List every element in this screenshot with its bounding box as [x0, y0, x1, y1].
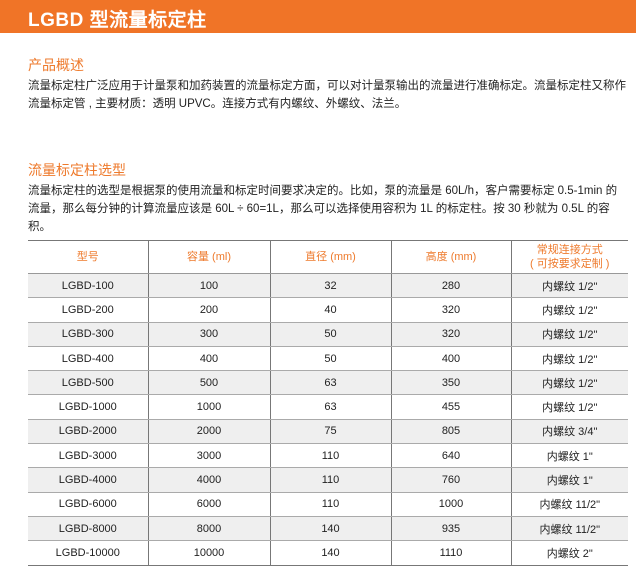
header-model: 型号: [28, 240, 148, 274]
cell-connection: 内螺纹 1/2": [510, 273, 628, 299]
cell-model: LGBD-10000: [28, 540, 148, 566]
cell-model: LGBD-200: [28, 297, 148, 323]
table-row: LGBD-500 500 63 350 内螺纹 1/2": [28, 370, 628, 396]
header-connection: 常规连接方式 ( 可按要求定制 ): [510, 240, 628, 274]
cell-capacity: 3000: [147, 443, 270, 469]
cell-connection: 内螺纹 11/2": [510, 516, 628, 542]
cell-height: 1110: [390, 540, 511, 566]
cell-model: LGBD-300: [28, 322, 148, 347]
cell-capacity: 4000: [147, 467, 270, 493]
cell-height: 280: [390, 273, 511, 299]
table-row: LGBD-6000 6000 110 1000 内螺纹 11/2": [28, 492, 628, 517]
table-row: LGBD-100 100 32 280 内螺纹 1/2": [28, 273, 628, 299]
cell-height: 320: [390, 322, 511, 347]
spec-table: 型号 容量 (ml) 直径 (mm) 高度 (mm) 常规连接方式 ( 可按要求定…: [28, 240, 628, 566]
cell-height: 935: [390, 516, 511, 542]
overview-title: 产品概述: [28, 57, 84, 73]
table-row: LGBD-8000 8000 140 935 内螺纹 11/2": [28, 516, 628, 542]
cell-capacity: 200: [147, 297, 270, 323]
header-capacity: 容量 (ml): [147, 240, 270, 274]
cell-connection: 内螺纹 2": [510, 540, 628, 566]
table-row: LGBD-3000 3000 110 640 内螺纹 1": [28, 443, 628, 469]
cell-diameter: 110: [269, 443, 391, 469]
cell-diameter: 40: [269, 297, 391, 323]
cell-capacity: 400: [147, 346, 270, 372]
table-row: LGBD-300 300 50 320 内螺纹 1/2": [28, 322, 628, 347]
cell-height: 1000: [390, 492, 511, 517]
table-row: LGBD-1000 1000 63 455 内螺纹 1/2": [28, 394, 628, 420]
cell-model: LGBD-1000: [28, 394, 148, 420]
table-row: LGBD-200 200 40 320 内螺纹 1/2": [28, 297, 628, 323]
cell-capacity: 100: [147, 273, 270, 299]
cell-diameter: 140: [269, 516, 391, 542]
cell-capacity: 2000: [147, 419, 270, 445]
cell-diameter: 140: [269, 540, 391, 566]
cell-height: 760: [390, 467, 511, 493]
cell-connection: 内螺纹 1": [510, 467, 628, 493]
cell-diameter: 110: [269, 492, 391, 517]
table-row: LGBD-400 400 50 400 内螺纹 1/2": [28, 346, 628, 372]
cell-connection: 内螺纹 3/4": [510, 419, 628, 445]
cell-height: 320: [390, 297, 511, 323]
cell-diameter: 63: [269, 394, 391, 420]
table-row: LGBD-2000 2000 75 805 内螺纹 3/4": [28, 419, 628, 445]
cell-connection: 内螺纹 1/2": [510, 394, 628, 420]
page-title: LGBD 型流量标定柱: [28, 10, 207, 31]
cell-connection: 内螺纹 1/2": [510, 346, 628, 372]
cell-model: LGBD-500: [28, 370, 148, 396]
cell-capacity: 1000: [147, 394, 270, 420]
table-row: LGBD-4000 4000 110 760 内螺纹 1": [28, 467, 628, 493]
cell-connection: 内螺纹 1/2": [510, 322, 628, 347]
cell-model: LGBD-4000: [28, 467, 148, 493]
table-header-row: 型号 容量 (ml) 直径 (mm) 高度 (mm) 常规连接方式 ( 可按要求定…: [28, 240, 628, 274]
cell-capacity: 500: [147, 370, 270, 396]
cell-height: 640: [390, 443, 511, 469]
selection-title: 流量标定柱选型: [28, 162, 126, 178]
cell-model: LGBD-2000: [28, 419, 148, 445]
cell-height: 350: [390, 370, 511, 396]
cell-model: LGBD-100: [28, 273, 148, 299]
header-height: 高度 (mm): [390, 240, 511, 274]
cell-connection: 内螺纹 11/2": [510, 492, 628, 517]
header-connection-label: 常规连接方式: [536, 244, 603, 256]
cell-model: LGBD-400: [28, 346, 148, 372]
cell-diameter: 50: [269, 322, 391, 347]
cell-height: 455: [390, 394, 511, 420]
header-connection-note: ( 可按要求定制 ): [530, 258, 610, 270]
table-row: LGBD-10000 10000 140 1110 内螺纹 2": [28, 540, 628, 566]
selection-text: 流量标定柱的选型是根据泵的使用流量和标定时间要求决定的。比如，泵的流量是 60L…: [28, 185, 618, 233]
cell-model: LGBD-8000: [28, 516, 148, 542]
cell-diameter: 110: [269, 467, 391, 493]
overview-text: 流量标定柱广泛应用于计量泵和加药装置的流量标定方面，可以对计量泵输出的流量进行准…: [28, 80, 626, 110]
cell-connection: 内螺纹 1/2": [510, 297, 628, 323]
header-diameter: 直径 (mm): [269, 240, 391, 274]
cell-connection: 内螺纹 1": [510, 443, 628, 469]
cell-diameter: 32: [269, 273, 391, 299]
cell-diameter: 75: [269, 419, 391, 445]
cell-model: LGBD-3000: [28, 443, 148, 469]
cell-diameter: 50: [269, 346, 391, 372]
cell-model: LGBD-6000: [28, 492, 148, 517]
cell-connection: 内螺纹 1/2": [510, 370, 628, 396]
cell-capacity: 8000: [147, 516, 270, 542]
cell-height: 805: [390, 419, 511, 445]
cell-diameter: 63: [269, 370, 391, 396]
cell-capacity: 300: [147, 322, 270, 347]
cell-capacity: 10000: [147, 540, 270, 566]
title-banner: LGBD 型流量标定柱: [0, 0, 636, 33]
cell-height: 400: [390, 346, 511, 372]
cell-capacity: 6000: [147, 492, 270, 517]
